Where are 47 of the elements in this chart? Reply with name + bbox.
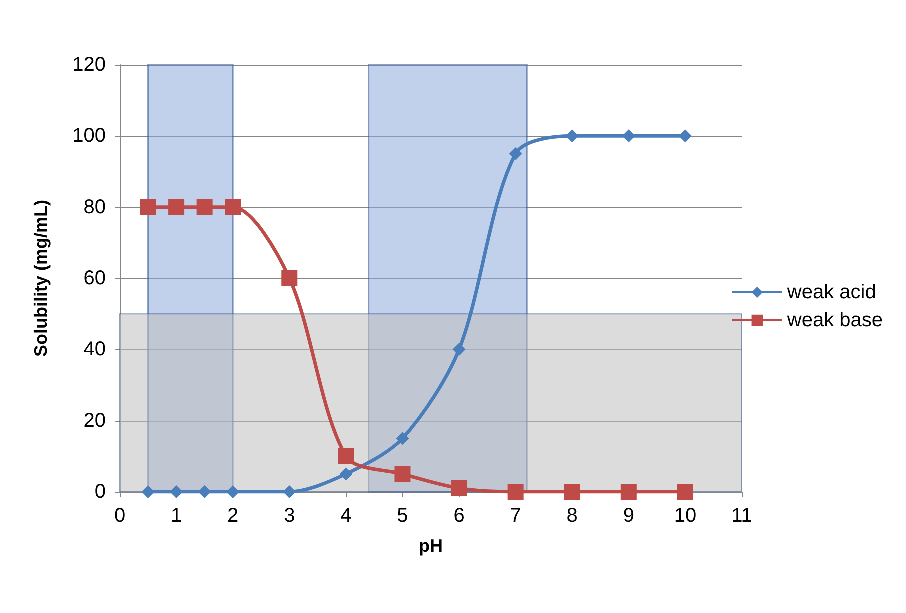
point [340,468,353,481]
y-tick-label: 120 [72,54,106,76]
point [196,199,213,216]
x-tick-label: 4 [340,505,352,527]
point [198,486,212,498]
y-tick-label: 20 [84,410,106,432]
x-tick-label: 0 [114,505,126,527]
x-tick-label: 5 [397,505,408,527]
x-tick-label: 2 [228,505,239,527]
point [140,199,156,216]
point [396,432,410,446]
y-tick-label: 100 [72,125,106,148]
x-axis-title: pH [419,536,443,556]
point [170,486,184,498]
x-tick-label: 6 [454,505,465,527]
x-tick-label: 11 [732,505,752,527]
x-tick-label: 10 [674,505,697,527]
point [451,480,468,496]
point [226,486,240,498]
point [142,486,155,498]
point [225,199,242,216]
legend-label: weak base [786,310,884,332]
x-tick-label: 3 [284,505,296,527]
x-tick-label: 8 [566,505,578,527]
point [508,484,524,500]
point [620,484,637,500]
point [338,448,354,464]
point [452,343,466,356]
x-tick-label: 7 [510,505,522,527]
legend-label: weak acid [786,282,876,304]
point [509,147,522,160]
point [677,484,694,500]
point [566,130,579,143]
y-tick-label: 80 [84,196,106,218]
x-tick-label: 9 [623,505,634,527]
x-tick-label: 1 [170,505,182,527]
point [622,130,636,143]
point [678,130,692,143]
y-tick-label: 40 [84,338,106,361]
y-tick-label: 60 [84,268,106,290]
point [394,466,411,482]
y-axis-title: Solubility (mg/mL) [31,200,51,357]
point [283,486,296,498]
y-tick-label: 0 [94,481,106,503]
point [168,199,185,216]
point [564,484,580,500]
point [282,270,298,286]
